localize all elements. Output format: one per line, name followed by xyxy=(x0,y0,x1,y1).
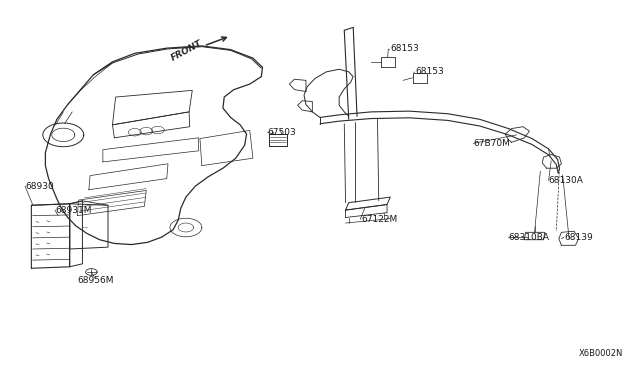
Text: 68310BA: 68310BA xyxy=(508,233,549,243)
Text: 68130A: 68130A xyxy=(548,176,584,185)
Text: 68153: 68153 xyxy=(390,44,419,53)
Text: X6B0002N: X6B0002N xyxy=(579,349,623,358)
Text: FRONT: FRONT xyxy=(170,39,204,63)
Text: 68139: 68139 xyxy=(564,233,593,243)
Text: 68930: 68930 xyxy=(25,182,54,190)
Text: 67B70M: 67B70M xyxy=(473,139,510,148)
Text: 68153: 68153 xyxy=(416,67,445,76)
Text: 67503: 67503 xyxy=(268,128,296,137)
Text: 67122M: 67122M xyxy=(362,215,397,224)
Text: 68956M: 68956M xyxy=(77,276,113,285)
Text: 68931M: 68931M xyxy=(55,206,92,215)
